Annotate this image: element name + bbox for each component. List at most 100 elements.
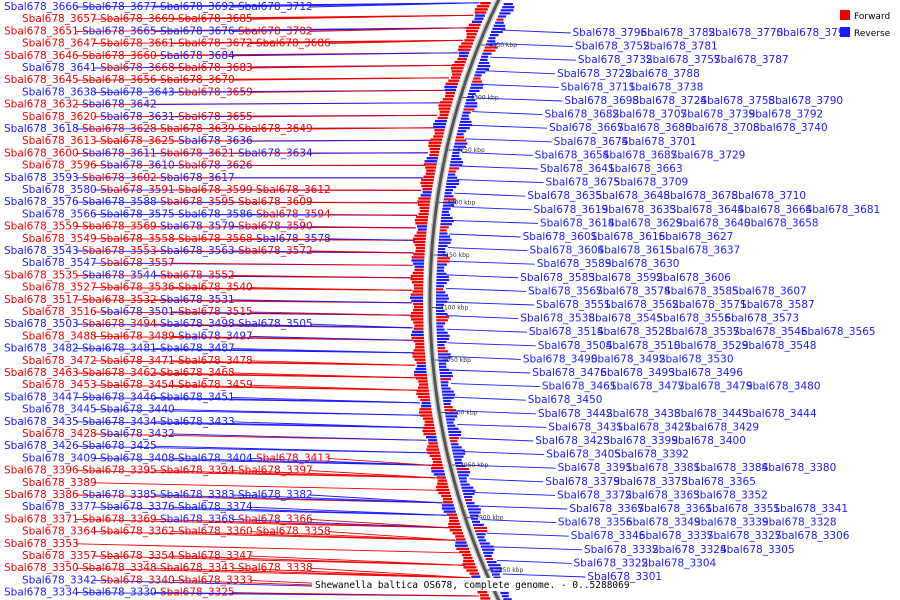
gene-feature <box>458 48 471 51</box>
gene-feature <box>425 172 435 175</box>
label-connector <box>231 518 451 529</box>
gene-label: Sbal678_3678 <box>663 190 738 202</box>
gene-feature <box>438 244 448 247</box>
gene-feature <box>414 287 424 290</box>
gene-feature <box>456 547 469 550</box>
label-connector <box>446 274 519 279</box>
gene-label: Sbal678_3471 <box>100 355 175 367</box>
label-connector <box>459 165 538 170</box>
gene-label: Sbal678_3681 <box>806 204 881 216</box>
gene-label: Sbal678_3408 <box>100 452 175 464</box>
gene-feature <box>457 471 471 474</box>
gene-label: Sbal678_3686 <box>256 38 331 50</box>
gene-label: Sbal678_3648 <box>595 190 670 202</box>
label-connector <box>448 355 521 360</box>
gene-feature <box>500 592 509 595</box>
gene-label: Sbal678_3617 <box>160 172 235 184</box>
gene-feature <box>411 312 424 315</box>
gene-feature <box>410 315 424 318</box>
gene-feature <box>439 229 447 232</box>
gene-feature <box>416 215 429 219</box>
gene-label: Sbal678_3384 <box>694 462 769 474</box>
label-connector <box>447 342 536 347</box>
gene-feature <box>414 234 427 237</box>
gene-feature <box>436 316 450 319</box>
gene-feature <box>448 433 461 437</box>
gene-label: Sbal678_3538 <box>520 313 595 325</box>
gene-label: Sbal678_3360 <box>178 526 253 538</box>
gene-label: Sbal678_3569 <box>82 221 157 233</box>
gene-feature <box>449 437 459 440</box>
gene-label: Sbal678_3655 <box>178 111 253 123</box>
gene-label: Sbal678_3385 <box>82 489 157 501</box>
gene-label: Sbal678_3544 <box>82 269 157 281</box>
gene-label: Sbal678_3618 <box>4 123 79 135</box>
gene-feature <box>436 476 446 479</box>
label-connector <box>75 543 460 554</box>
gene-label: Sbal678_3610 <box>100 160 175 172</box>
gene-label: Sbal678_3405 <box>546 449 621 461</box>
connector-lines-layer <box>75 2 586 597</box>
gene-feature <box>465 499 472 502</box>
position-tick-label: 3950 kbp <box>460 462 488 469</box>
gene-label: Sbal678_3676 <box>160 25 235 37</box>
gene-feature <box>445 91 456 95</box>
gene-label: Sbal678_3472 <box>22 355 97 367</box>
gene-feature <box>458 45 472 48</box>
gene-feature <box>416 361 426 364</box>
gene-feature <box>437 254 448 257</box>
gene-feature <box>499 12 511 15</box>
gene-label: Sbal678_3578 <box>256 233 331 245</box>
gene-feature <box>474 17 484 20</box>
gene-feature <box>420 398 431 402</box>
gene-feature <box>436 485 449 488</box>
gene-label: Sbal678_3621 <box>160 147 235 159</box>
label-connector <box>171 409 422 416</box>
gene-label: Sbal678_3549 <box>22 233 97 245</box>
gene-label: Sbal678_3788 <box>625 68 700 80</box>
label-connector <box>309 127 434 130</box>
position-tick-label: 4350 kbp <box>489 42 517 49</box>
gene-feature <box>433 122 447 126</box>
gene-feature <box>447 176 458 179</box>
gene-feature <box>445 415 458 418</box>
gene-feature <box>459 54 469 58</box>
gene-feature <box>455 139 467 142</box>
label-connector <box>469 478 544 483</box>
gene-feature <box>448 430 462 433</box>
gene-feature <box>465 102 478 105</box>
gene-feature <box>415 222 428 225</box>
gene-label: Sbal678_3383 <box>160 489 235 501</box>
gene-label: Sbal678_3490 <box>523 353 598 365</box>
gene-feature <box>424 163 437 166</box>
position-tick-label: 3850 kbp <box>495 567 523 574</box>
gene-feature <box>414 374 427 377</box>
label-connector <box>452 396 526 401</box>
gene-feature <box>438 104 452 107</box>
label-connector <box>457 423 547 428</box>
gene-feature <box>455 464 466 468</box>
gene-feature <box>415 367 427 371</box>
label-connector <box>486 532 569 537</box>
gene-label: Sbal678_3531 <box>160 294 235 306</box>
gene-feature <box>492 27 506 30</box>
genome-backbone-layer <box>427 0 502 600</box>
gene-label: Sbal678_3580 <box>22 184 97 196</box>
gene-feature <box>502 6 515 9</box>
gene-label: Sbal678_3505 <box>238 318 313 330</box>
gene-feature <box>421 405 432 408</box>
label-connector <box>309 494 443 504</box>
gene-feature <box>436 291 446 294</box>
gene-feature <box>454 60 466 64</box>
label-connector <box>171 433 427 441</box>
gene-feature <box>426 157 438 160</box>
gene-label: Sbal678_3770 <box>709 27 784 39</box>
gene-feature <box>422 417 434 420</box>
gene-feature <box>448 522 460 526</box>
gene-feature <box>469 89 480 92</box>
gene-label: Sbal678_3551 <box>536 299 611 311</box>
gene-label: Sbal678_3324 <box>652 544 727 556</box>
gene-label: Sbal678_3349 <box>626 517 701 529</box>
gene-label: Sbal678_3352 <box>693 489 768 501</box>
